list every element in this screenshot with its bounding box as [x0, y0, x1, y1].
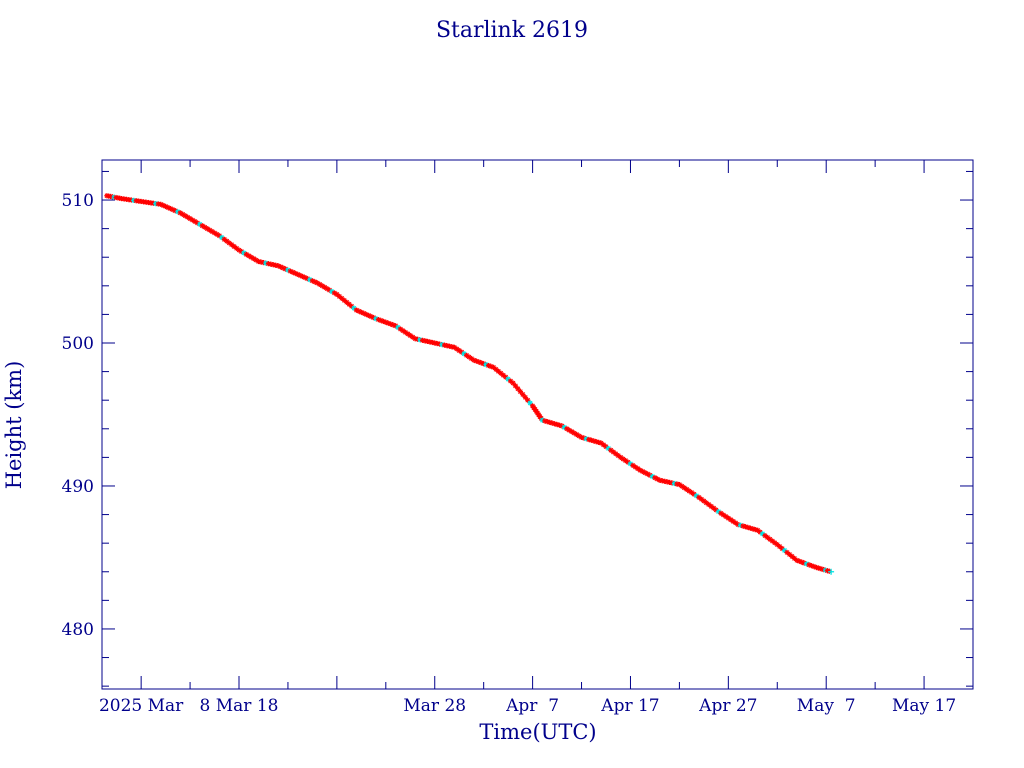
plot-frame: [101, 159, 974, 690]
data-point-marker: [476, 359, 482, 365]
data-point-marker: [488, 363, 494, 370]
x-tick-label: 2025 Mar: [99, 696, 184, 716]
data-points: [104, 193, 835, 575]
x-axis-tick-labels: 2025 Mar 8 Mar 18 Mar 28 Apr 7 Apr 17 Apr 27 M…: [99, 696, 956, 716]
x-tick-label: 8 Mar 18: [200, 696, 279, 716]
data-point-marker: [750, 526, 756, 532]
x-tick-label: May 7: [797, 696, 856, 716]
data-point-marker: [764, 534, 771, 541]
y-tick-label: 500: [62, 334, 94, 354]
data-point-marker: [385, 320, 391, 326]
x-tick-label: Mar 28: [403, 696, 466, 716]
data-point-marker: [828, 568, 835, 575]
x-tick-label: Apr 27: [698, 696, 757, 716]
y-tick-label: 510: [62, 191, 94, 211]
x-axis-ticks: [140, 160, 974, 689]
data-point-marker: [723, 513, 729, 520]
y-tick-label: 490: [62, 477, 94, 497]
y-tick-label: 480: [62, 620, 94, 640]
x-tick-label: Apr 17: [600, 696, 659, 716]
y-axis-tick-labels: 480 490 500 510: [62, 191, 94, 640]
x-tick-label: May 17: [892, 696, 956, 716]
chart-title: Starlink 2619: [436, 18, 588, 43]
y-axis-ticks: [102, 170, 973, 687]
x-axis-label: Time(UTC): [479, 720, 596, 744]
x-tick-label: Apr 7: [505, 696, 559, 716]
data-point-marker: [297, 272, 303, 279]
data-point-marker: [586, 436, 592, 443]
y-axis-label: Height (km): [2, 361, 26, 490]
data-point-marker: [512, 383, 519, 389]
